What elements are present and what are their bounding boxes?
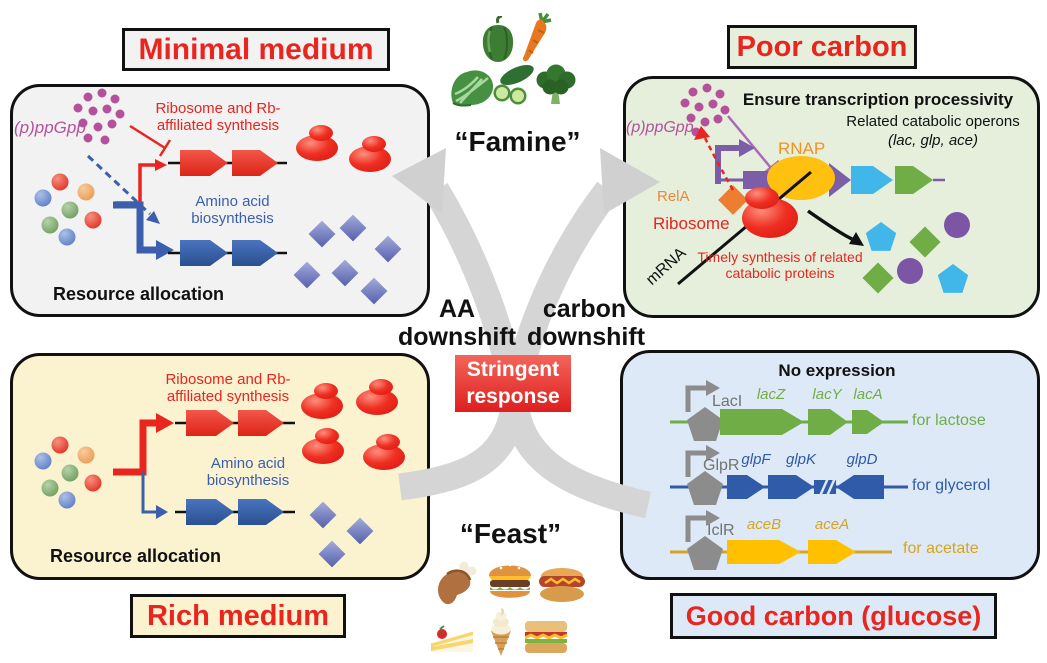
aa-downshift-label: AA downshift (397, 295, 517, 351)
for-glycerol-label: for glycerol (912, 477, 991, 494)
good-carbon-title-text: Good carbon (glucose) (685, 600, 982, 631)
broccoli-icon (536, 64, 576, 104)
carbon-downshift-label: carbon downshift (527, 295, 646, 351)
famine-label: “Famine” (454, 126, 581, 157)
minimal-resource-allocation: Resource allocation (53, 284, 225, 304)
lacz-label: lacZ (756, 386, 786, 403)
minimal-red-pathway-label: Ribosome and Rb- affiliated synthesis (155, 100, 281, 134)
drumstick-icon (438, 561, 477, 605)
rnap-label: RNAP (778, 139, 826, 158)
laca-label: lacA (853, 386, 883, 403)
timely-synthesis-note: Timely synthesis of related catabolic pr… (697, 249, 863, 281)
no-expression-header: No expression (778, 361, 896, 380)
minimal-medium-title-text: Minimal medium (138, 32, 374, 66)
carrot-icon (522, 12, 552, 62)
ribosome-label: Ribosome (653, 214, 730, 233)
hot-dog-icon (539, 568, 585, 602)
glpd-label: glpD (846, 451, 878, 468)
stringent-response-box: Stringent response (455, 355, 571, 412)
poor-header: Ensure transcription processivity (742, 90, 1014, 109)
rich-resource-allocation: Resource allocation (50, 546, 222, 566)
for-lactose-label: for lactose (912, 412, 986, 429)
poor-carbon-title-text: Poor carbon (736, 30, 908, 63)
minimal-medium-title: Minimal medium (122, 28, 390, 71)
rich-blue-pathway-label: Amino acid biosynthesis (206, 455, 290, 489)
minimal-blue-pathway-label: Amino acid biosynthesis (191, 193, 274, 227)
iclr-label: IclR (707, 522, 735, 539)
ice-cream-icon (491, 608, 511, 656)
glpk-label: glpK (785, 451, 817, 468)
aceb-label: aceB (746, 516, 782, 533)
rich-medium-title-text: Rich medium (146, 599, 330, 632)
feast-label: “Feast” (459, 518, 562, 549)
laci-label: LacI (712, 393, 743, 410)
lacy-label: lacY (812, 386, 842, 403)
operons-note-line2: (lac, glp, ace) (887, 132, 979, 149)
rela-label: RelA (657, 188, 690, 205)
sandwich-icon (524, 621, 568, 653)
operons-note-line1: Related catabolic operons (846, 113, 1020, 130)
glpf-label: glpF (741, 451, 771, 468)
hamburger-icon (489, 563, 531, 598)
rich-medium-title: Rich medium (130, 594, 346, 638)
glpr-label: GlpR (703, 457, 740, 474)
acea-label: aceA (814, 516, 850, 533)
lettuce-icon (451, 70, 494, 107)
rich-red-pathway-label: Ribosome and Rb- affiliated synthesis (165, 371, 291, 405)
poor-ppgpp-label: (p)ppGpp (626, 119, 694, 136)
for-acetate-label: for acetate (903, 540, 979, 557)
poor-carbon-title: Poor carbon (727, 25, 917, 69)
good-carbon-title: Good carbon (glucose) (670, 593, 997, 639)
green-pepper-icon (482, 16, 514, 62)
cucumber-icon (493, 64, 534, 105)
cake-icon (430, 625, 474, 652)
minimal-ppgpp-label: (p)ppGpp (14, 118, 86, 137)
